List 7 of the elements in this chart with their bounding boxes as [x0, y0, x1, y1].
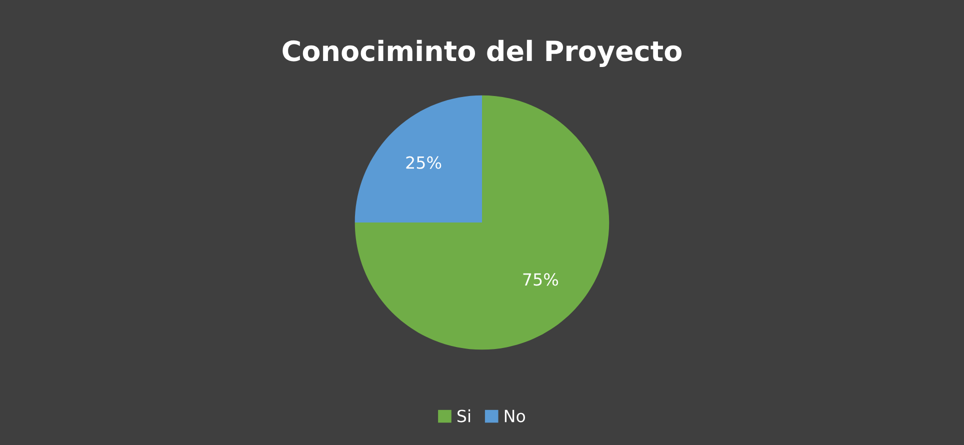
- legend-label: No: [504, 410, 526, 422]
- pie-slice: [354, 95, 482, 222]
- data-label: 25%: [406, 156, 442, 169]
- chart-title: Conociminto del Proyecto: [282, 40, 682, 67]
- data-label: 75%: [523, 273, 558, 286]
- pie-slice: [354, 95, 610, 350]
- legend-label: Si: [457, 409, 470, 422]
